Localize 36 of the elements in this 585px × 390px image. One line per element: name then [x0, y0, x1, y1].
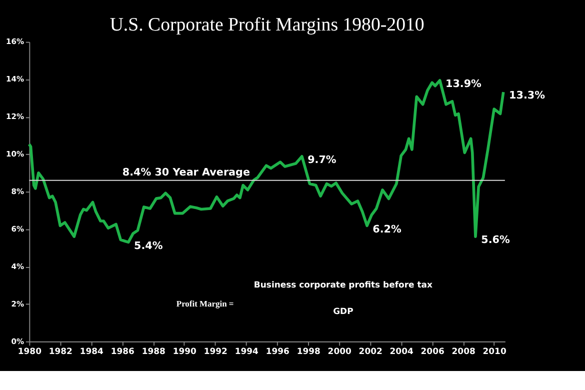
- y-tick-label: 6%: [11, 224, 24, 234]
- x-tick-label: 2000: [328, 346, 352, 356]
- annotation: 6.2%: [372, 223, 402, 236]
- annotation: Profit Margin =: [176, 298, 234, 309]
- x-tick-label: 1982: [48, 346, 73, 356]
- annotation: 5.6%: [481, 234, 510, 246]
- x-tick-label: 1986: [110, 346, 135, 356]
- annotation: GDP: [333, 306, 354, 316]
- y-tick-label: 2%: [11, 299, 24, 308]
- x-tick-label: 1992: [204, 346, 228, 356]
- y-tick-label: 14%: [6, 74, 24, 84]
- x-tick-label: 1988: [142, 346, 166, 356]
- x-tick-label: 1984: [80, 346, 104, 356]
- x-tick-label: 1980: [18, 346, 42, 356]
- annotation: 13.3%: [509, 90, 546, 102]
- x-tick-label: 2006: [420, 346, 444, 356]
- annotation: 9.7%: [308, 154, 337, 166]
- annotation: 13.9%: [445, 78, 482, 90]
- y-tick-label: 10%: [6, 150, 24, 159]
- annotation: Business corporate profits before tax: [254, 280, 433, 290]
- x-tick-label: 2010: [482, 346, 506, 356]
- x-tick-label: 1998: [296, 346, 320, 356]
- ref-line-label: 8.4% 30 Year Average: [122, 166, 250, 179]
- y-tick-label: 8%: [11, 186, 24, 196]
- x-tick-label: 1990: [172, 346, 197, 356]
- y-tick-label: 12%: [6, 112, 24, 122]
- y-tick-label: 4%: [11, 262, 24, 271]
- y-tick-label: 16%: [6, 37, 24, 46]
- y-tick-label: 0%: [11, 336, 24, 346]
- annotation: 5.4%: [134, 240, 164, 252]
- x-tick-label: 1994: [234, 346, 259, 356]
- x-tick-label: 2008: [452, 346, 476, 356]
- x-tick-label: 1996: [266, 346, 290, 356]
- x-tick-label: 2002: [358, 346, 382, 356]
- chart-title: U.S. Corporate Profit Margins 1980-2010: [110, 14, 424, 36]
- x-tick-label: 2004: [390, 346, 414, 356]
